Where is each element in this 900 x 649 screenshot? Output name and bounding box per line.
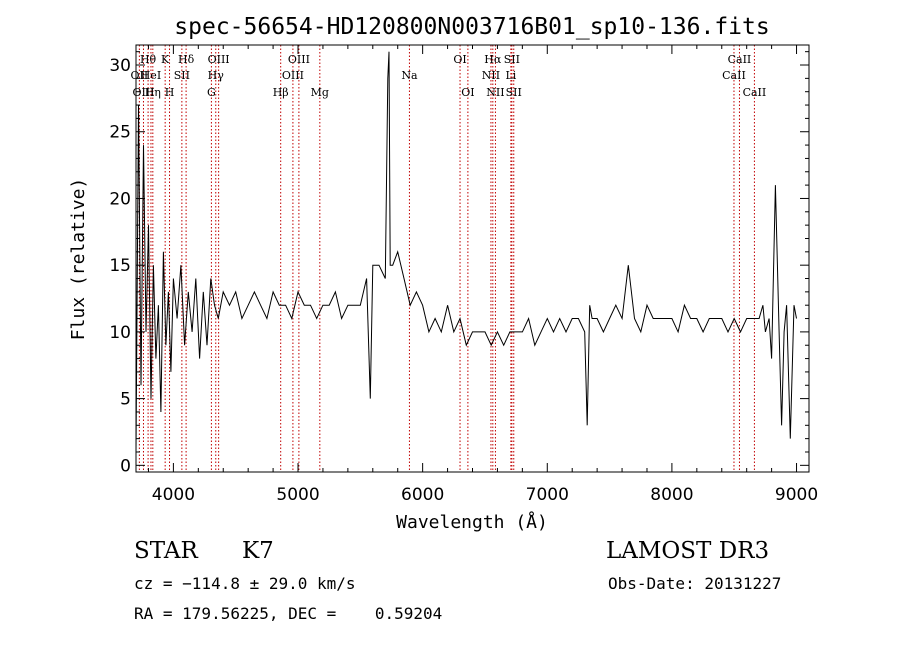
line-label: CaII	[743, 86, 767, 99]
x-tick-label: 8000	[650, 485, 693, 505]
line-label: Hδ	[178, 53, 195, 66]
emission-line-markers	[138, 45, 755, 472]
y-tick-label: 5	[120, 390, 131, 410]
y-tick-label: 30	[109, 56, 131, 76]
line-label: Hθ	[140, 53, 157, 66]
line-label: Hγ	[208, 69, 225, 82]
line-label: SII	[506, 86, 522, 99]
line-label: HeI	[141, 69, 161, 82]
line-label: CaII	[728, 53, 752, 66]
line-label: OII	[131, 69, 149, 82]
line-label: OIII	[132, 86, 154, 99]
line-label: Hβ	[273, 86, 289, 99]
line-label: G	[207, 86, 216, 99]
y-axis-ticks: 0 5 10 15 20 25 30	[109, 51, 809, 476]
y-tick-label: 20	[109, 189, 131, 209]
redshift-velocity: cz = −114.8 ± 29.0 km/s	[134, 574, 356, 593]
line-label: Li	[505, 69, 516, 82]
plot-frame	[135, 44, 810, 473]
line-label: OIII	[208, 53, 230, 66]
observation-date: Obs-Date: 20131227	[608, 574, 782, 593]
chart-title: spec-56654-HD120800N003716B01_sp10-136.f…	[174, 14, 769, 40]
y-tick-label: 15	[109, 256, 131, 276]
survey-name: LAMOST DR3	[606, 538, 770, 564]
line-label: OI	[461, 86, 474, 99]
x-tick-label: 5000	[276, 485, 319, 505]
object-class: STAR	[134, 538, 198, 564]
coordinates: RA = 179.56225, DEC = 0.59204	[134, 604, 443, 623]
x-tick-label: 7000	[526, 485, 569, 505]
x-tick-label: 9000	[775, 485, 818, 505]
flux-series-line	[135, 51, 797, 453]
line-label: H	[165, 86, 175, 99]
y-tick-label: 25	[109, 123, 131, 143]
x-tick-label: 4000	[152, 485, 195, 505]
object-subclass: K7	[242, 538, 274, 564]
y-axis-label: Flux (relative)	[68, 178, 89, 341]
line-label: Na	[401, 69, 418, 82]
line-label: OIII	[282, 69, 304, 82]
x-axis-label: Wavelength (Å)	[396, 511, 548, 533]
line-label: NII	[482, 69, 500, 82]
x-axis-ticks: 4000 5000 6000 7000 8000 9000	[147, 45, 818, 505]
line-label: K	[161, 53, 170, 66]
line-label: NII	[486, 86, 504, 99]
line-label: Hη	[145, 86, 161, 99]
line-label: OIII	[288, 53, 310, 66]
y-tick-label: 10	[109, 323, 131, 343]
x-tick-label: 6000	[401, 485, 444, 505]
line-label: OI	[453, 53, 466, 66]
line-label: Hα	[484, 53, 502, 66]
line-label: SII	[174, 69, 190, 82]
emission-line-labels: Hθ OII OIII HeI Hη K H SII Hδ OIII Hγ G Hβ OIII OIII Mg…	[131, 53, 767, 99]
line-label: Mg	[311, 86, 329, 99]
line-label: SII	[504, 53, 520, 66]
y-tick-label: 0	[120, 456, 131, 476]
line-label: CaII	[722, 69, 746, 82]
